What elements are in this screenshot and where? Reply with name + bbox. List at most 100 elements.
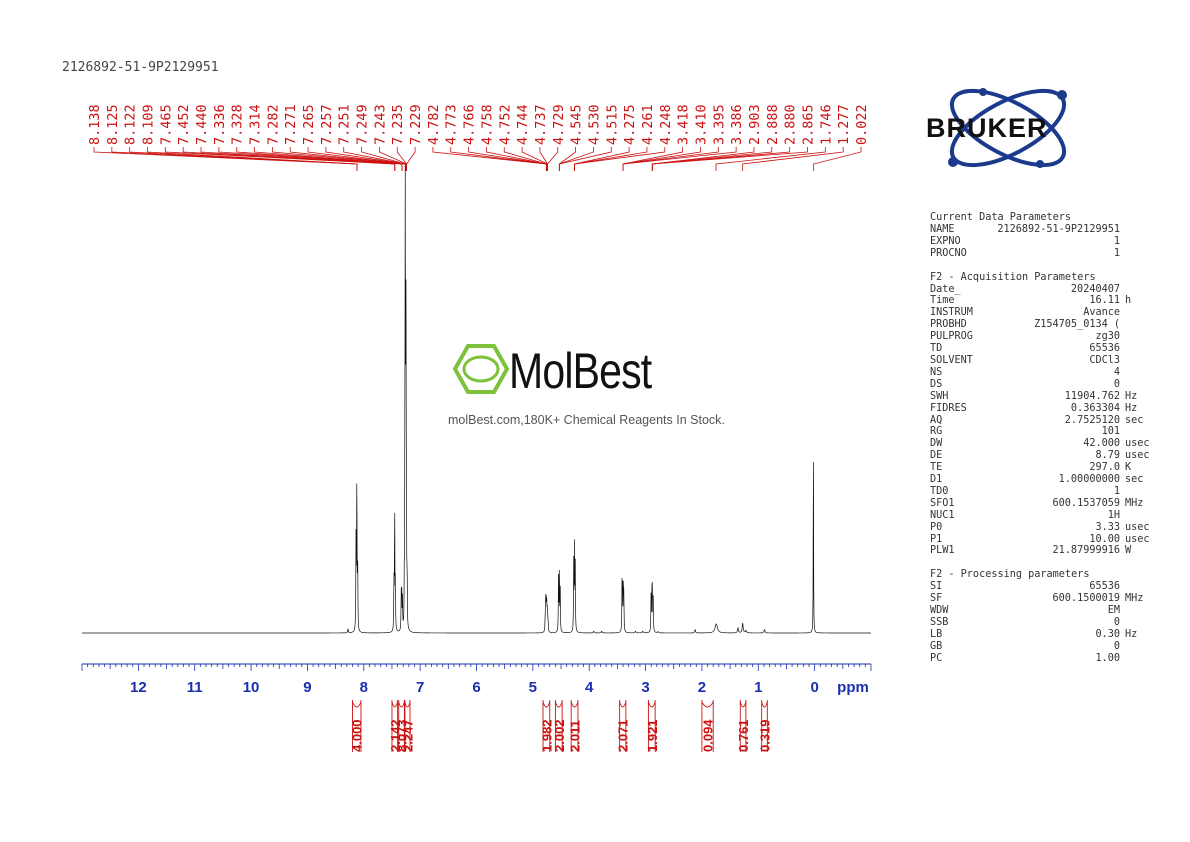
param-unit: K bbox=[1125, 462, 1132, 474]
current-params-list: NAME 2126892-51-9P2129951 EXPNO 1 PROCNO 1 bbox=[930, 224, 1150, 260]
x-tick-label: 5 bbox=[529, 679, 537, 696]
peak-label: 4.515 bbox=[604, 104, 620, 145]
param-value: 42.000 bbox=[1083, 438, 1120, 450]
peak-label: 4.275 bbox=[622, 104, 638, 145]
param-key: DS bbox=[930, 378, 943, 390]
x-tick-label: 1 bbox=[754, 679, 762, 696]
peak-label: 3.410 bbox=[693, 104, 709, 145]
param-key: PULPROG bbox=[930, 331, 973, 343]
param-unit bbox=[1120, 284, 1125, 296]
param-key: SFO1 bbox=[930, 497, 955, 509]
peak-label: 2.865 bbox=[800, 104, 816, 145]
param-key: GB bbox=[930, 640, 943, 652]
param-key: SI bbox=[930, 581, 943, 593]
acq-params-title: F2 - Acquisition Parameters bbox=[930, 271, 1096, 283]
x-tick-label: 2 bbox=[698, 679, 706, 696]
param-key: PROBHD bbox=[930, 319, 967, 331]
param-unit bbox=[1120, 367, 1125, 379]
param-row: INSTRUM Avance bbox=[930, 307, 1150, 319]
param-row: D1 1.00000000 sec bbox=[930, 474, 1150, 486]
peak-label: 4.758 bbox=[479, 104, 495, 145]
peak-connector bbox=[200, 147, 396, 171]
peak-label: 3.386 bbox=[729, 104, 745, 145]
integral-curve bbox=[554, 701, 563, 708]
peak-connector bbox=[558, 147, 612, 171]
param-value: 1H bbox=[1107, 509, 1120, 521]
param-row: WDW EM bbox=[930, 605, 1150, 617]
param-value: 2.7525120 bbox=[1064, 414, 1120, 426]
peak-label: 2.888 bbox=[765, 104, 781, 145]
param-value: 1.00 bbox=[1095, 652, 1120, 664]
molbest-hexagon-icon bbox=[452, 344, 510, 394]
peak-label-group: 8.138 8.125 8.122 8.109 7.465 7.452 7.440 7.336… bbox=[87, 104, 870, 171]
peak-label: 7.257 bbox=[319, 104, 335, 145]
param-unit bbox=[1120, 331, 1125, 343]
param-unit: Hz bbox=[1125, 628, 1138, 640]
param-unit bbox=[1120, 343, 1125, 355]
peak-label: 1.746 bbox=[818, 104, 834, 145]
param-unit bbox=[1120, 605, 1125, 617]
peak-label: 4.729 bbox=[551, 104, 567, 145]
integral-curve bbox=[647, 701, 656, 708]
peak-label: 8.138 bbox=[87, 104, 103, 145]
peak-label: 3.418 bbox=[676, 104, 692, 145]
peak-label: 8.125 bbox=[105, 104, 121, 145]
peak-connector bbox=[558, 147, 594, 171]
peak-label: 4.766 bbox=[462, 104, 478, 145]
param-unit bbox=[1120, 236, 1125, 248]
param-row: SF 600.1500019 MHz bbox=[930, 593, 1150, 605]
param-unit: MHz bbox=[1125, 497, 1144, 509]
logo-electron-1 bbox=[1057, 90, 1067, 100]
peak-label: 7.336 bbox=[212, 104, 228, 145]
x-tick-label: 11 bbox=[187, 679, 203, 696]
param-row: PULPROG zg30 bbox=[930, 331, 1150, 343]
peak-connector bbox=[651, 147, 808, 171]
param-unit: usec bbox=[1125, 450, 1150, 462]
peak-connector bbox=[742, 147, 844, 171]
x-tick-label: 0 bbox=[810, 679, 818, 696]
param-value: 297.0 bbox=[1089, 462, 1120, 474]
peak-label: 8.122 bbox=[123, 104, 139, 145]
param-key: SOLVENT bbox=[930, 354, 973, 366]
param-unit bbox=[1120, 641, 1125, 653]
param-unit bbox=[1120, 355, 1125, 367]
param-value: 65536 bbox=[1089, 343, 1120, 355]
peak-label: 8.109 bbox=[141, 104, 157, 145]
x-tick-label: 4 bbox=[585, 679, 594, 696]
param-row: DE 8.79 usec bbox=[930, 450, 1150, 462]
peak-label: 4.744 bbox=[515, 104, 531, 145]
param-row: TD0 1 bbox=[930, 486, 1150, 498]
param-row: PROBHD Z154705_0134 ( bbox=[930, 319, 1150, 331]
bruker-logo bbox=[948, 88, 1067, 168]
proc-params-title: F2 - Processing parameters bbox=[930, 569, 1090, 581]
sample-id-title: 2126892-51-9P2129951 bbox=[62, 60, 219, 75]
param-unit: W bbox=[1125, 545, 1132, 557]
param-value: 1 bbox=[1113, 485, 1120, 497]
integral-value: 2.011 bbox=[568, 720, 583, 752]
param-value: 21.87999916 bbox=[1052, 545, 1120, 557]
param-key: PROCNO bbox=[930, 247, 967, 259]
peak-label: 4.782 bbox=[426, 104, 442, 145]
x-tick-label: 10 bbox=[243, 679, 260, 696]
integral-curve bbox=[701, 701, 714, 708]
param-row: TE 297.0 K bbox=[930, 462, 1150, 474]
integral-value: 2.247 bbox=[400, 719, 415, 752]
peak-label: 7.249 bbox=[355, 104, 371, 145]
x-axis-label: ppm bbox=[837, 679, 869, 696]
param-row: NAME 2126892-51-9P2129951 bbox=[930, 224, 1150, 236]
param-row: SOLVENT CDCl3 bbox=[930, 355, 1150, 367]
param-row: FIDRES 0.363304 Hz bbox=[930, 403, 1150, 415]
peak-label: 3.395 bbox=[711, 104, 727, 145]
peak-connector bbox=[406, 147, 416, 171]
param-row: DW 42.000 usec bbox=[930, 438, 1150, 450]
param-key: INSTRUM bbox=[930, 307, 973, 319]
integral-curve bbox=[404, 701, 411, 708]
peak-label: 4.773 bbox=[444, 104, 460, 145]
param-value: 2126892-51-9P2129951 bbox=[997, 223, 1120, 235]
integral-curve bbox=[391, 701, 399, 708]
param-row: SSB 0 bbox=[930, 617, 1150, 629]
integral-curve bbox=[398, 701, 405, 708]
param-key: LB bbox=[930, 628, 943, 640]
param-unit: MHz bbox=[1125, 593, 1144, 605]
